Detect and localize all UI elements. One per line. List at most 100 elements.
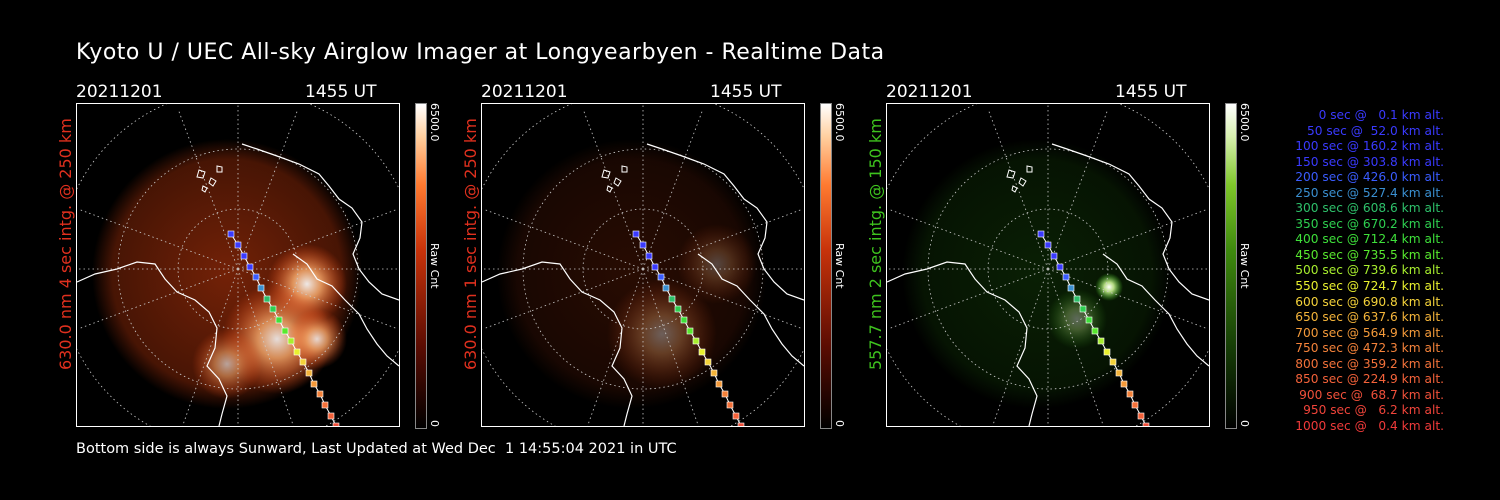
legend-row: 850 sec @ 224.9 km alt. (1295, 372, 1444, 387)
trajectory-marker (721, 390, 729, 398)
legend-row: 150 sec @ 303.8 km alt. (1295, 154, 1444, 169)
trajectory-marker (1137, 412, 1145, 420)
grid-line (237, 208, 399, 270)
coastline (646, 143, 804, 301)
footer-status: Bottom side is always Sunward, Last Upda… (76, 441, 677, 457)
trajectory-marker (686, 327, 694, 335)
panel-3-colorbar (1225, 103, 1237, 429)
legend-row: 300 sec @ 608.6 km alt. (1295, 201, 1444, 216)
trajectory-marker (651, 263, 659, 271)
grid-line (482, 208, 644, 270)
panel-1-time: 1455 UT (305, 82, 377, 102)
panel-2-cbar-min: 0 (833, 420, 846, 427)
grid-circle (117, 148, 359, 390)
legend-row: 100 sec @ 160.2 km alt. (1295, 139, 1444, 154)
panel-3-cbar-label: Raw Cnt (1238, 243, 1251, 289)
coastline (1051, 143, 1209, 301)
page-title: Kyoto U / UEC All-sky Airglow Imager at … (76, 40, 885, 65)
panel-2-side-label: 630.0 nm 1 sec intg. @ 250 km (461, 118, 480, 370)
panel-1-cbar-max: 6500.0 (428, 103, 441, 142)
legend-row: 400 sec @ 712.4 km alt. (1295, 232, 1444, 247)
trajectory-marker (1120, 380, 1128, 388)
trajectory-marker (1067, 284, 1075, 292)
trajectory-marker (732, 412, 740, 420)
trajectory-marker (704, 358, 712, 366)
panel-3-map (887, 104, 1209, 426)
trajectory-marker (1044, 241, 1052, 249)
trajectory-marker (327, 412, 335, 420)
trajectory-marker (332, 422, 340, 426)
panel-2-image (481, 103, 805, 427)
panel-1-date: 20211201 (76, 82, 163, 102)
panel-3-time: 1455 UT (1115, 82, 1187, 102)
trajectory-marker (321, 401, 329, 409)
trajectory-marker (668, 295, 676, 303)
trajectory-marker (1142, 422, 1150, 426)
trajectory-marker (269, 305, 277, 313)
coastline (697, 253, 804, 367)
panel-3-cbar-max: 6500.0 (1238, 103, 1251, 142)
trajectory-marker (234, 241, 242, 249)
grid-line (1047, 268, 1104, 426)
trajectory-marker (632, 230, 640, 238)
panel-2-map (482, 104, 804, 426)
coastline (77, 261, 228, 426)
island-outline (613, 177, 622, 187)
trajectory-marker (1073, 295, 1081, 303)
island-outline (1026, 165, 1033, 173)
panel-1-cbar-label: Raw Cnt (428, 243, 441, 289)
trajectory-marker (252, 273, 260, 281)
airglow-halo (902, 139, 1172, 409)
trajectory-marker (1056, 263, 1064, 271)
legend-row: 750 sec @ 472.3 km alt. (1295, 341, 1444, 356)
trajectory-marker (680, 316, 688, 324)
grid-line (587, 268, 644, 426)
island-outline (1006, 169, 1016, 179)
trajectory-marker (281, 327, 289, 335)
island-outline (208, 177, 217, 187)
grid-line (642, 268, 699, 426)
island-outline (601, 169, 611, 179)
panel-2-colorbar (820, 103, 832, 429)
coastline (887, 261, 1038, 426)
trajectory-marker (639, 241, 647, 249)
trajectory-marker (1097, 337, 1105, 345)
grid-line (987, 108, 1049, 270)
trajectory-marker (715, 380, 723, 388)
trajectory-marker (227, 230, 235, 238)
legend-row: 550 sec @ 724.7 km alt. (1295, 279, 1444, 294)
grid-line (992, 268, 1049, 426)
grid-line (887, 268, 1049, 330)
island-outline (201, 185, 208, 193)
trajectory-marker (299, 358, 307, 366)
coastline (241, 143, 399, 301)
airglow-emission (1095, 273, 1123, 301)
trajectory-marker (1062, 273, 1070, 281)
grid-line (642, 208, 804, 270)
trajectory-marker (710, 369, 718, 377)
trajectory-marker (305, 369, 313, 377)
grid-line (582, 108, 644, 270)
island-outline (216, 165, 223, 173)
grid-line (237, 268, 399, 330)
trajectory-marker (698, 348, 706, 356)
panel-2-date: 20211201 (481, 82, 568, 102)
trajectory-marker (662, 284, 670, 292)
trajectory-marker (1131, 401, 1139, 409)
trajectory-marker (737, 422, 745, 426)
grid-line (1047, 208, 1209, 270)
legend-row: 650 sec @ 637.6 km alt. (1295, 310, 1444, 325)
legend-row: 50 sec @ 52.0 km alt. (1306, 123, 1444, 138)
coastline (482, 261, 633, 426)
grid-line (642, 108, 704, 270)
airglow-emission (192, 329, 262, 399)
legend-row: 900 sec @ 68.7 km alt. (1299, 387, 1444, 402)
grid-line (887, 208, 1049, 270)
legend-row: 250 sec @ 527.4 km alt. (1295, 185, 1444, 200)
trajectory-marker (240, 252, 248, 260)
grid-line (177, 108, 239, 270)
island-outline (196, 169, 206, 179)
trajectory-marker (263, 295, 271, 303)
trajectory-marker (1079, 305, 1087, 313)
coastline (1102, 253, 1209, 367)
